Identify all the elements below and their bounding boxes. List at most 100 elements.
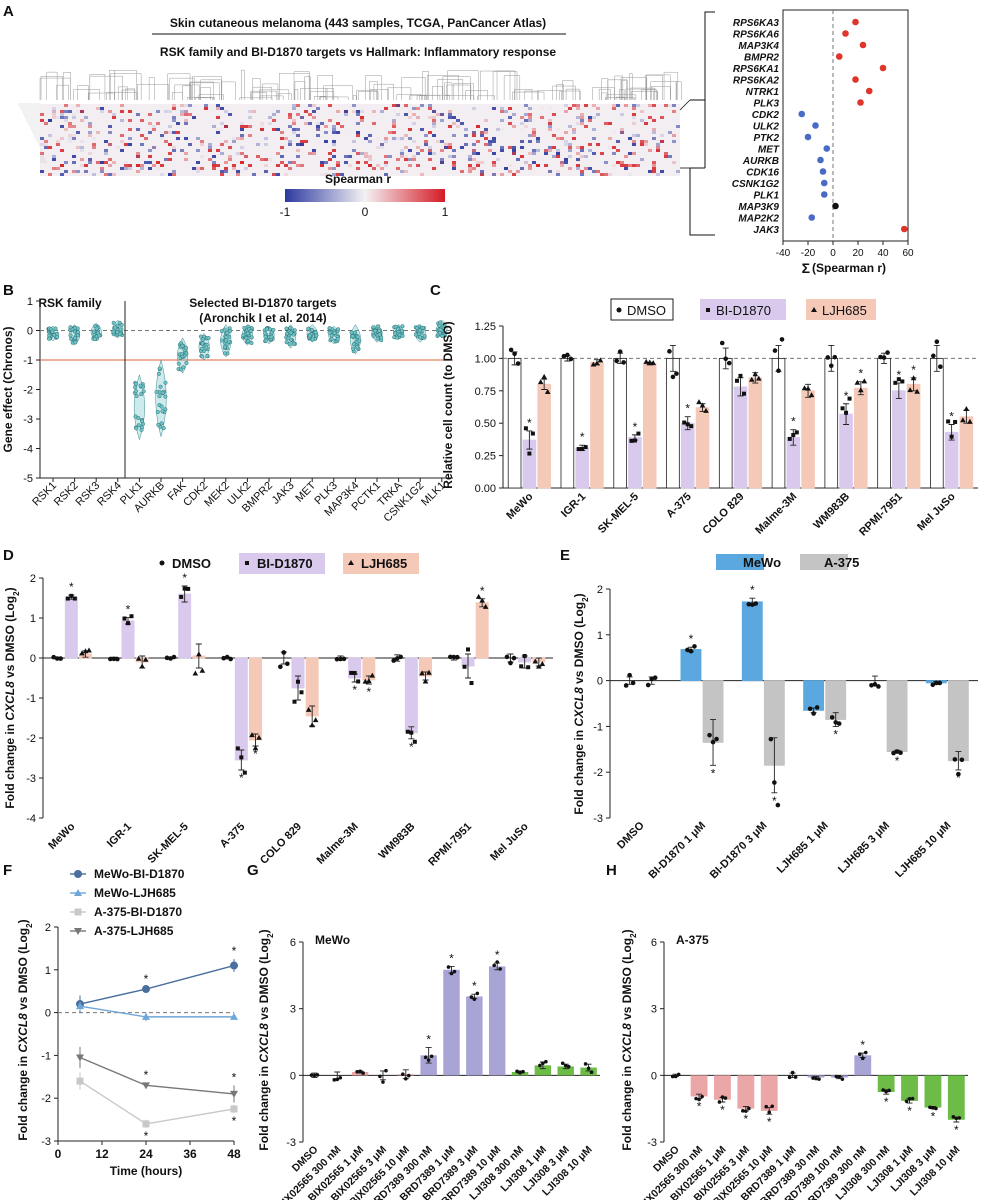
heatmap-cell [76,146,80,149]
data-point [230,1090,238,1098]
replicate-point [933,680,939,686]
bar [695,407,710,489]
heatmap-cell [484,137,488,140]
dendrogram-branch [148,77,155,100]
heatmap-cell [588,116,592,119]
cell-line-point [245,331,250,336]
heatmap-cell [296,164,300,167]
heatmap-cell [172,116,176,119]
y-axis-label-part: CXCL8 [16,1013,30,1053]
replicate-point [863,1050,868,1055]
replicate-point [946,419,951,424]
cell-line-point [327,330,332,335]
y-axis-label-part: vs DMSO (Log [572,602,586,687]
heatmap-cell [428,146,432,149]
heatmap-cell [404,146,408,149]
y-axis-label-part: CXCL8 [257,1023,271,1063]
heatmap-cell [204,107,208,110]
replicate-point [312,1073,317,1078]
panel-letter-d: D [3,547,14,564]
heatmap-cell [112,161,116,164]
replicate-point [299,690,304,695]
replicate-point [805,385,811,391]
bar [959,416,974,489]
y-tick-label: -4 [26,813,36,825]
replicate-point [707,732,712,738]
heatmap-cell [300,116,304,119]
replicate-point [139,663,145,669]
replicate-point [629,438,634,443]
heatmap-cell [428,158,432,161]
legend-label: A-375-BI-D1870 [94,905,182,919]
heatmap-cell [640,119,644,122]
heatmap-cell [560,161,564,164]
dendrogram-branch [422,71,429,100]
bar [892,390,906,489]
y-tick-label: -1 [23,355,33,367]
heatmap-cell [668,131,672,134]
heatmap-cell [652,131,656,134]
series-line [79,1005,234,1018]
heatmap-cell [544,164,548,167]
heatmap-cell [240,128,244,131]
bar [801,390,815,489]
dendrogram-branch [277,93,292,100]
heatmap-cell [672,134,676,137]
heatmap-cell [360,116,364,119]
heatmap-cell [552,113,556,116]
heatmap-cell [556,155,560,158]
heatmap-cell [112,173,116,176]
cell-line-point [134,393,139,398]
heatmap-cell [424,143,428,146]
heatmap-cell [632,107,636,110]
replicate-point [847,396,852,401]
replicate-point [742,391,746,396]
replicate-point [512,351,517,357]
heatmap-cell [320,122,324,125]
heatmap-cell [556,137,560,140]
heatmap-cell [312,152,316,155]
significance-star: * [720,1103,725,1117]
dendrogram-branch [663,71,679,100]
heatmap-cell [120,104,124,107]
heatmap-cell [200,140,204,143]
dendrogram-branch [352,95,357,100]
heatmap-cell [124,143,128,146]
heatmap-cell [528,140,532,143]
significance-star: * [239,771,244,785]
heatmap-cell [556,170,560,173]
replicate-point [249,732,255,738]
cell-line-point [350,334,355,339]
heatmap-cell [628,152,632,155]
replicate-point [699,402,706,408]
replicate-point [894,749,900,754]
bar [560,357,575,489]
replicate-point [199,667,206,673]
heatmap-cell [200,167,204,170]
heatmap-cell [612,131,616,134]
heatmap-cell [116,146,120,149]
heatmap-cell [112,113,116,116]
heatmap-cell [156,110,160,113]
gene-label: JAK3 [753,225,779,236]
heatmap-cell [588,119,592,122]
heatmap-cell [76,170,80,173]
bar [443,969,460,1076]
x-tick-label: SK-MEL-5 [596,491,641,536]
heatmap-cell [416,107,420,110]
panel-a-title: Skin cutaneous melanoma (443 samples, TC… [170,16,546,30]
x-tick-label: IGR-1 [105,821,134,850]
cell-line-point [309,327,314,332]
heatmap-cell [248,134,252,137]
dendrogram-branch [607,79,628,100]
dendrogram-branch [650,81,677,100]
heatmap-cell [60,113,64,116]
replicate-point [770,1104,775,1109]
heatmap-cell [336,110,340,113]
heatmap-cell [92,173,96,176]
heatmap-cell [240,122,244,125]
cell-line-point [284,326,289,331]
cell-line-point [396,326,401,331]
x-tick-label: LJH685 1 μM [775,820,831,876]
heatmap-cell [628,137,632,140]
